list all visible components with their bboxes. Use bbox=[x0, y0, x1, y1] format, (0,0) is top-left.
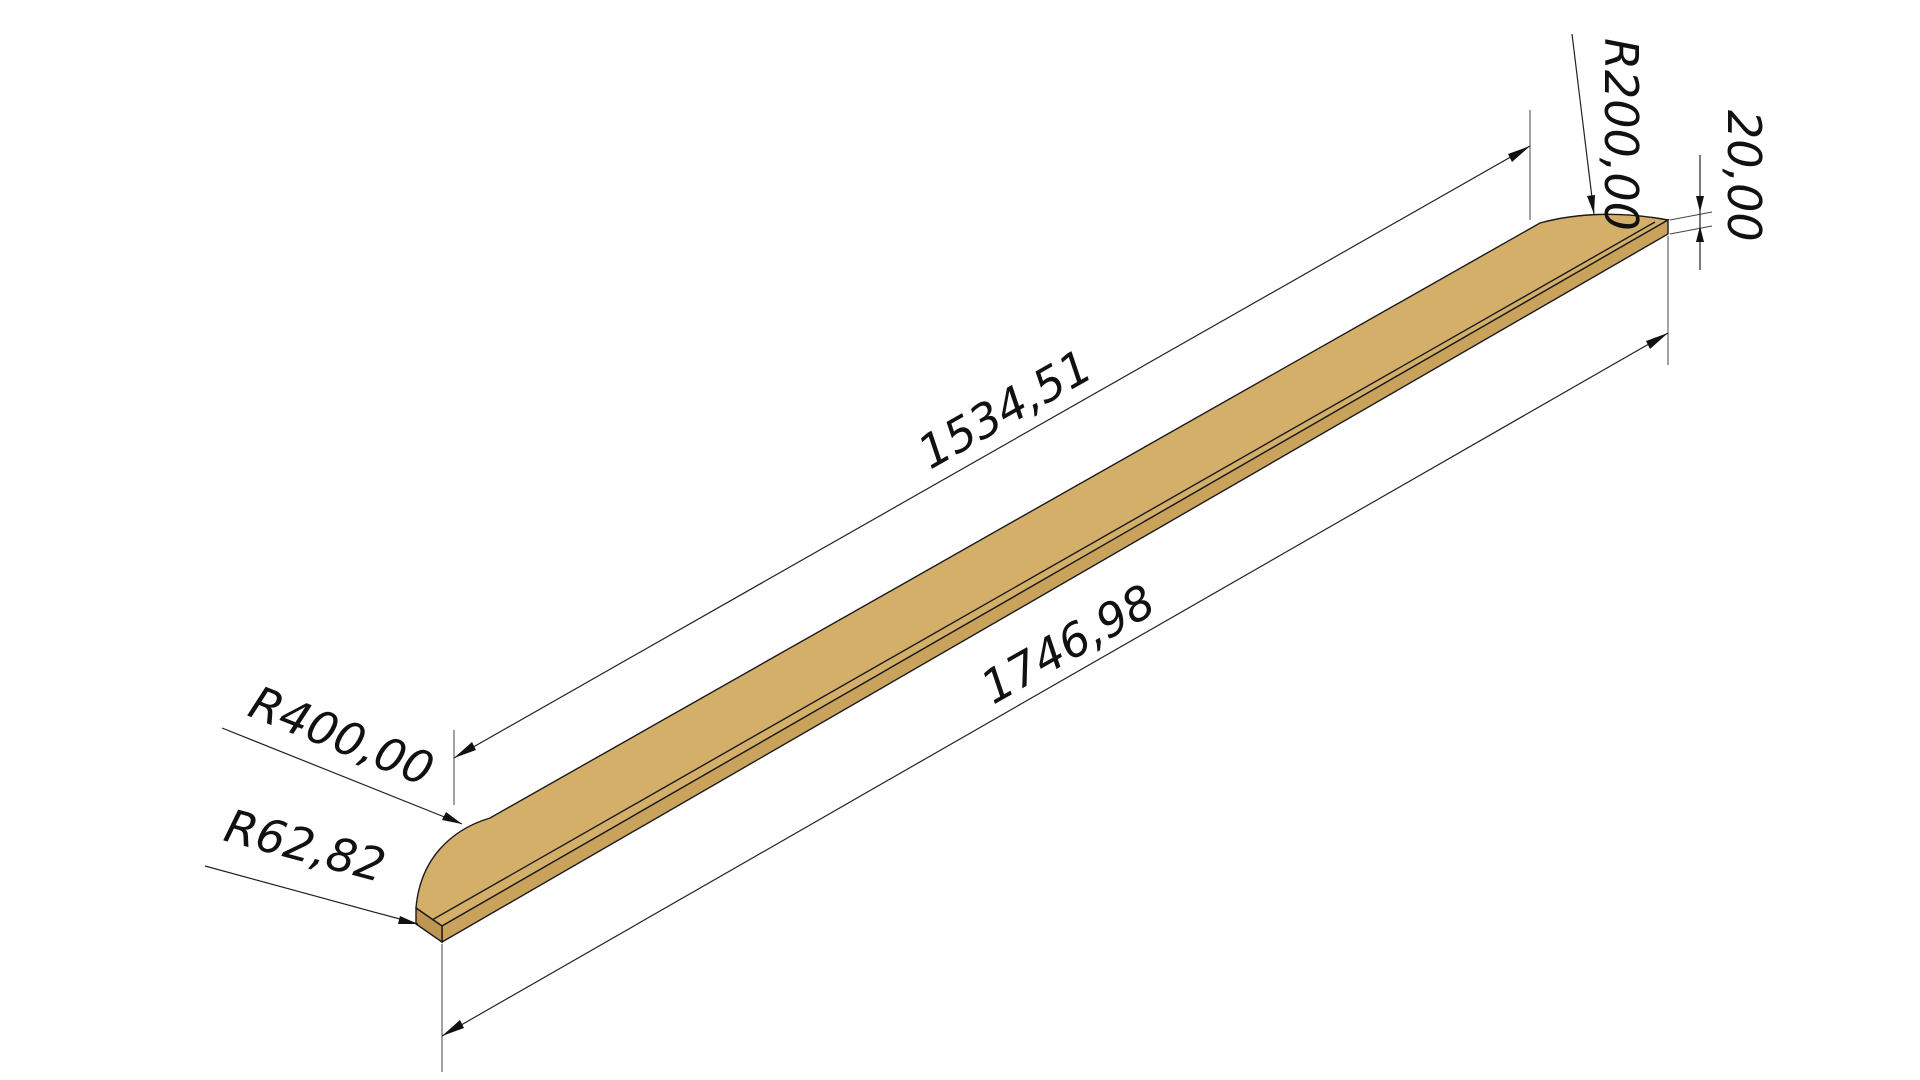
thickness-label: 20,00 bbox=[1717, 110, 1771, 242]
dimension-radius-end: R200,00 bbox=[1571, 33, 1648, 231]
radius-large-label: R400,00 bbox=[242, 675, 441, 797]
radius-end-label: R200,00 bbox=[1594, 38, 1648, 231]
wooden-strip bbox=[415, 213, 1670, 944]
length-top-label: 1534,51 bbox=[909, 339, 1101, 480]
strip-long-side bbox=[441, 218, 1669, 944]
strip-bevel-line bbox=[431, 221, 1656, 921]
radius-small-label: R62,82 bbox=[219, 798, 391, 893]
dimension-thickness: 20,00 bbox=[1669, 110, 1771, 270]
strip-top-face bbox=[415, 213, 1670, 927]
dimension-radius-small: R62,82 bbox=[204, 798, 419, 925]
dimension-radius-large: R400,00 bbox=[221, 675, 463, 825]
